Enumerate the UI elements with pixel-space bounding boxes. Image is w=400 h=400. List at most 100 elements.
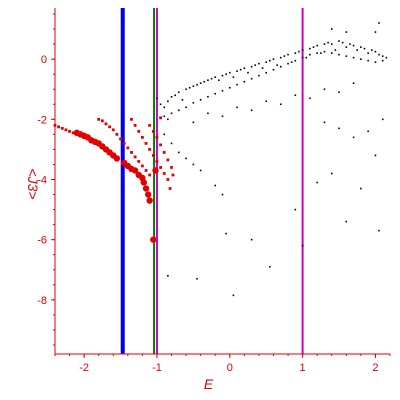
- data-point: [163, 106, 166, 109]
- data-point: [334, 49, 337, 51]
- data-point: [330, 172, 333, 175]
- data-point: [163, 115, 166, 118]
- data-point: [312, 46, 315, 48]
- data-point: [140, 179, 148, 186]
- data-point: [203, 80, 206, 83]
- data-point: [188, 86, 191, 89]
- data-point: [374, 154, 377, 157]
- data-point: [218, 79, 220, 82]
- data-point: [199, 82, 202, 85]
- data-point: [345, 46, 348, 48]
- data-point: [374, 61, 377, 63]
- data-point: [126, 146, 130, 150]
- data-point: [168, 187, 172, 190]
- data-point: [228, 71, 231, 74]
- data-point: [338, 53, 340, 56]
- data-point: [68, 129, 71, 133]
- data-point: [152, 167, 159, 174]
- data-point: [272, 68, 275, 71]
- data-point: [338, 91, 340, 94]
- data-point: [301, 244, 304, 247]
- data-point: [163, 133, 166, 136]
- data-point: [279, 103, 282, 106]
- data-point: [360, 46, 362, 48]
- x-tick-label: -2: [79, 362, 89, 374]
- data-point: [199, 169, 202, 172]
- data-point: [57, 125, 61, 129]
- data-point: [261, 67, 264, 69]
- data-point: [239, 68, 242, 71]
- data-point: [250, 65, 253, 68]
- data-point: [178, 109, 180, 112]
- data-point: [115, 132, 119, 136]
- data-point: [228, 86, 231, 89]
- data-point: [207, 79, 209, 82]
- data-point: [254, 64, 257, 66]
- data-point: [162, 151, 166, 154]
- data-point: [236, 106, 238, 109]
- data-point: [356, 49, 359, 51]
- data-point: [269, 265, 271, 268]
- data-point: [309, 47, 311, 50]
- data-point: [363, 47, 366, 50]
- data-point: [352, 56, 355, 59]
- data-point: [145, 191, 152, 198]
- data-point: [159, 116, 162, 120]
- data-point: [170, 112, 173, 115]
- data-point: [316, 181, 318, 184]
- data-point: [349, 43, 351, 45]
- data-point: [192, 163, 195, 166]
- data-point: [166, 158, 170, 162]
- data-point: [221, 193, 224, 196]
- data-point: [142, 185, 150, 192]
- data-point: [360, 187, 362, 190]
- data-point: [150, 236, 157, 243]
- data-point: [232, 294, 235, 297]
- data-point: [122, 141, 126, 145]
- data-point: [374, 50, 377, 53]
- data-point: [381, 59, 384, 62]
- data-point: [360, 58, 362, 60]
- axes: [54, 8, 390, 355]
- data-point: [338, 40, 340, 42]
- data-point: [140, 164, 144, 168]
- data-point: [133, 155, 137, 159]
- data-point: [381, 55, 384, 57]
- data-point: [381, 118, 384, 121]
- data-point: [250, 77, 253, 80]
- data-point: [250, 109, 253, 112]
- data-point: [137, 129, 141, 133]
- data-point: [155, 135, 159, 139]
- data-point: [196, 83, 198, 86]
- y-ticks: 0 -2 -4 -6 -8: [37, 13, 55, 346]
- data-point: [298, 50, 300, 53]
- data-point: [378, 22, 380, 24]
- data-point: [225, 73, 227, 75]
- data-point: [167, 274, 169, 277]
- data-point: [294, 208, 297, 211]
- data-point: [327, 41, 329, 44]
- data-point: [185, 88, 187, 91]
- data-point: [258, 62, 260, 65]
- data-point: [301, 49, 304, 51]
- data-point: [290, 61, 293, 63]
- data-point: [225, 232, 227, 235]
- data-point: [232, 76, 235, 78]
- data-point: [367, 52, 369, 54]
- data-point: [279, 56, 282, 59]
- data-point: [137, 160, 141, 163]
- data-point: [265, 100, 267, 103]
- data-point: [378, 53, 380, 56]
- data-point: [352, 44, 355, 47]
- data-point: [167, 118, 169, 121]
- data-point: [178, 151, 180, 154]
- data-point: [287, 53, 289, 56]
- data-point: [221, 115, 224, 118]
- data-point: [148, 123, 152, 127]
- data-point: [148, 173, 152, 177]
- data-point: [185, 106, 187, 109]
- data-point: [146, 197, 153, 204]
- data-point: [155, 160, 159, 163]
- y-tick-label: -6: [37, 235, 47, 247]
- data-point: [119, 137, 122, 141]
